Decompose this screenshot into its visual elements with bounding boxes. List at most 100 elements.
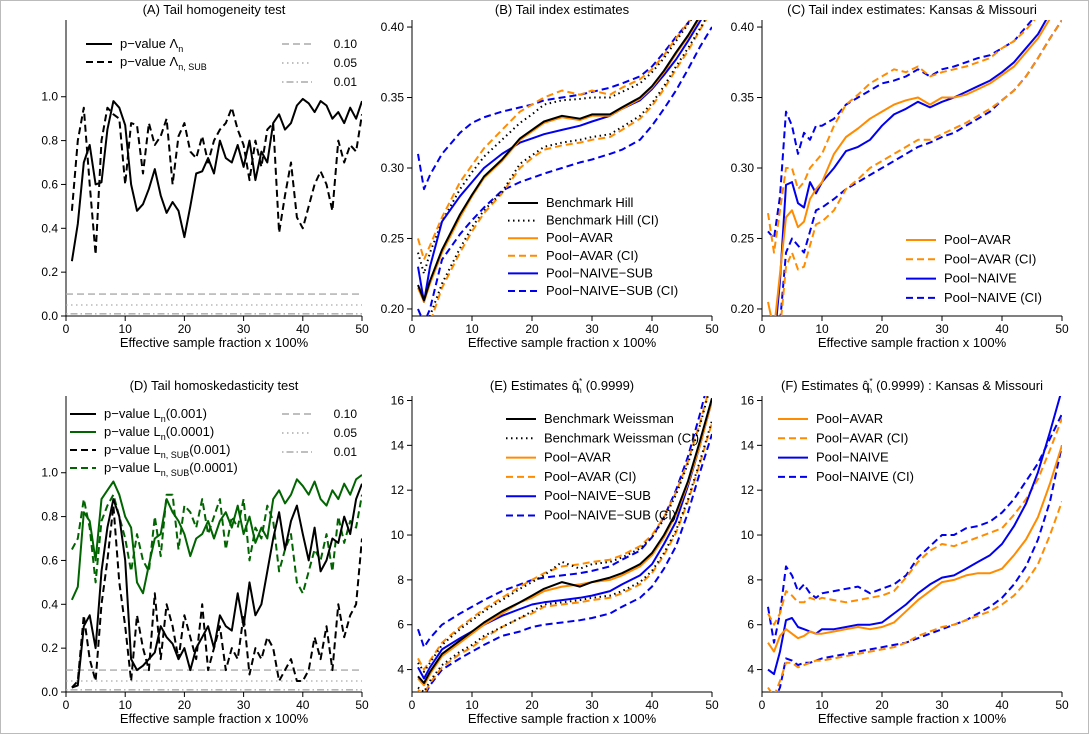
series-line-naive-solid <box>775 20 1048 316</box>
legend-text: Pool−AVAR (CI) <box>816 430 908 445</box>
legend-text: Pool−AVAR <box>944 232 1011 247</box>
y-tick-label: 0.8 <box>41 510 58 524</box>
series-line-naive-dashed <box>768 445 1062 692</box>
x-tick-label: 20 <box>875 698 889 712</box>
reference-legend-label: 0.05 <box>334 426 358 440</box>
legend-label: Benchmark Hill (CI) <box>546 213 659 228</box>
series-line-avar-dashed <box>417 396 709 671</box>
y-tick-label: 0.4 <box>41 597 58 611</box>
series-line-naive-dashed <box>767 413 1062 644</box>
reference-legend-label: 0.10 <box>334 407 358 421</box>
x-tick-label: 10 <box>815 698 829 712</box>
y-tick-label: 10 <box>391 528 405 542</box>
legend-text: Pool−NAIVE−SUB <box>546 265 653 280</box>
y-tick-label: 0.35 <box>381 91 405 105</box>
series-line-avar-dashed <box>431 20 708 316</box>
title-text: (F) Estimates <box>781 378 859 393</box>
legend-text: Pool−NAIVE−SUB (CI) <box>546 283 678 298</box>
series-line-naive-dashed <box>417 20 692 191</box>
x-axis-label: Effective sample fraction x 100% <box>468 711 657 726</box>
panel-E: (E) Estimates q̂* n (0.9999) 0 10 20 30 40 50 4 6 8 1… <box>391 377 719 726</box>
legend-label: Pool−NAIVE <box>816 450 889 465</box>
legend-text: Pool−AVAR (CI) <box>544 469 636 484</box>
y-tick-label: 0.25 <box>381 231 405 245</box>
legend: Benchmark Hill Benchmark Hill (CI) Pool−AV… <box>508 195 678 298</box>
legend-text: Pool−AVAR (CI) <box>944 251 1036 266</box>
x-tick-label: 20 <box>178 322 192 336</box>
series-group <box>417 396 712 692</box>
legend-label: Pool−NAIVE (CI) <box>944 290 1042 305</box>
legend-label: Benchmark Weissman <box>544 411 674 426</box>
legend-subscript: n, SUB <box>161 450 190 460</box>
legend-label: Pool−AVAR (CI) <box>816 430 908 445</box>
x-tick-label: 50 <box>355 322 369 336</box>
legend-text: Pool−NAIVE <box>816 450 889 465</box>
x-tick-label: 30 <box>935 322 949 336</box>
legend: p−value Ln(0.001)p−value Ln(0.0001)p−val… <box>70 406 357 478</box>
x-tick-label: 10 <box>815 322 829 336</box>
series-group <box>767 20 1062 316</box>
legend-text: p−value L <box>104 406 161 421</box>
series-line-benchmark-solid <box>70 97 362 262</box>
x-tick-label: 40 <box>296 322 310 336</box>
y-tick-label: 0.20 <box>731 302 755 316</box>
panel-title: (A) Tail homogeneity test <box>143 2 286 17</box>
y-tick-label: 6 <box>747 618 754 632</box>
series-line-avar-dashed <box>767 501 1062 692</box>
y-tick-label: 12 <box>391 483 405 497</box>
legend-label: Pool−NAIVE−SUB <box>546 265 653 280</box>
reference-legend-label: 0.10 <box>334 37 358 51</box>
y-tick-label: 0.0 <box>41 309 58 323</box>
y-tick-label: 1.0 <box>41 466 58 480</box>
legend-text: Pool−AVAR (CI) <box>546 248 638 263</box>
legend-label: Pool−AVAR <box>544 450 611 465</box>
legend-text: Pool−AVAR <box>816 411 883 426</box>
q-hat-superscript: * <box>579 377 582 386</box>
x-tick-label: 40 <box>645 322 659 336</box>
x-tick-label: 0 <box>759 322 766 336</box>
x-tick-label: 30 <box>935 698 949 712</box>
legend-subscript: n, SUB <box>178 62 207 72</box>
legend-text: p−value Λ <box>120 36 179 51</box>
y-tick-label: 6 <box>397 618 404 632</box>
y-tick-label: 14 <box>741 438 755 452</box>
panel-title: (C) Tail index estimates: Kansas & Misso… <box>787 2 1037 17</box>
legend-text: Benchmark Weissman (CI) <box>544 430 699 445</box>
x-tick-label: 40 <box>645 698 659 712</box>
x-axis-label: Effective sample fraction x 100% <box>120 335 309 350</box>
x-tick-label: 0 <box>759 698 766 712</box>
legend-text: Pool−NAIVE <box>944 271 1017 286</box>
legend-label: Pool−NAIVE (CI) <box>816 469 914 484</box>
x-axis-label: Effective sample fraction x 100% <box>818 711 1007 726</box>
x-tick-label: 20 <box>875 322 889 336</box>
series-line-avar-dashed <box>767 418 1062 626</box>
y-tick-label: 0.6 <box>41 553 58 567</box>
x-tick-label: 50 <box>1055 698 1069 712</box>
legend-label: Benchmark Hill <box>546 195 634 210</box>
y-tick-label: 0.25 <box>731 231 755 245</box>
y-tick-label: 14 <box>391 438 405 452</box>
series-line-naive-solid <box>417 20 703 303</box>
y-tick-label: 0.40 <box>731 20 755 34</box>
legend-label: Pool−NAIVE−SUB (CI) <box>546 283 678 298</box>
series-group <box>417 20 712 316</box>
reference-legend-label: 0.05 <box>334 56 358 70</box>
x-tick-label: 50 <box>705 322 719 336</box>
series-line-benchmark-dotted <box>417 20 693 275</box>
panel-A: (A) Tail homogeneity test 0 10 20 30 40 50 0.0 0… <box>41 2 369 350</box>
x-tick-label: 20 <box>525 322 539 336</box>
q-hat-superscript: * <box>870 377 873 386</box>
legend-subscript: n <box>161 414 166 424</box>
series-line-avar-dashed <box>767 20 1036 254</box>
q-hat-symbol: q̂ <box>572 378 579 393</box>
x-axis-label: Effective sample fraction x 100% <box>468 335 657 350</box>
legend: Benchmark Weissman Benchmark Weissman (CI… <box>506 411 699 523</box>
legend-label: Pool−NAIVE−SUB (CI) <box>544 508 676 523</box>
legend-subscript: n, SUB <box>161 468 190 478</box>
series-line-benchmark-solid <box>417 20 699 302</box>
series-line-benchmark-dashed <box>70 106 362 256</box>
legend-suffix: (0.001) <box>166 406 207 421</box>
x-tick-label: 50 <box>705 698 719 712</box>
